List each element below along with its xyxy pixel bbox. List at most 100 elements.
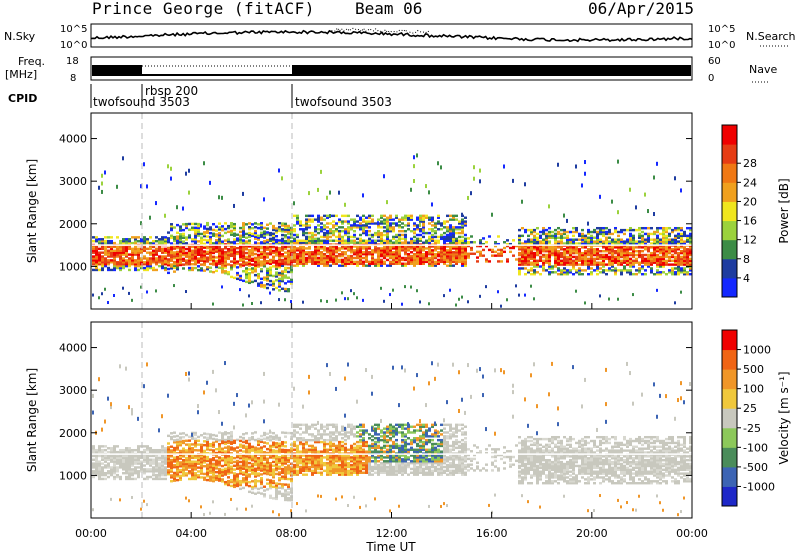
velocity-cell <box>143 470 146 473</box>
power-cell <box>542 242 545 245</box>
power-cell <box>194 238 197 241</box>
velocity-cell <box>311 456 314 459</box>
power-cell <box>224 260 227 263</box>
velocity-cell <box>212 449 215 452</box>
power-cell <box>584 240 587 243</box>
power-cell <box>449 233 452 237</box>
power-cell <box>254 226 257 229</box>
power-cell <box>137 262 140 266</box>
power-colorbar-segment <box>722 220 737 241</box>
power-cell <box>251 280 254 284</box>
power-cell <box>458 245 461 248</box>
velocity-cell <box>230 452 233 455</box>
power-cell <box>536 251 539 255</box>
power-cell <box>611 240 614 243</box>
power-cell <box>518 263 521 266</box>
velocity-cell <box>302 446 305 450</box>
power-cell <box>230 225 233 229</box>
power-cell <box>326 195 328 200</box>
power-cell <box>269 249 272 252</box>
power-cell <box>548 230 551 234</box>
power-cell <box>125 251 128 254</box>
velocity-cell <box>110 460 113 463</box>
power-cell <box>572 249 575 253</box>
velocity-cell <box>233 485 236 489</box>
power-cell <box>563 257 566 261</box>
power-cell <box>131 262 134 266</box>
power-cell <box>662 253 665 257</box>
velocity-cell <box>125 468 128 471</box>
power-cell <box>341 254 344 258</box>
velocity-cell <box>221 441 224 445</box>
velocity-cell <box>107 456 110 460</box>
power-cell <box>302 256 305 260</box>
power-cell <box>530 251 533 255</box>
power-cell <box>233 232 236 235</box>
power-cell <box>197 249 200 253</box>
power-cell <box>230 264 233 267</box>
velocity-cell <box>245 413 247 418</box>
velocity-cell <box>194 454 197 458</box>
power-cell <box>611 249 614 253</box>
velocity-cell <box>311 471 314 474</box>
velocity-cell <box>269 473 272 476</box>
velocity-cell <box>221 472 224 475</box>
velocity-cell <box>161 468 164 471</box>
power-cell <box>464 237 467 241</box>
power-cell <box>92 262 95 266</box>
power-cell <box>338 260 341 264</box>
power-cell <box>590 234 593 238</box>
power-cell <box>209 266 212 269</box>
power-cell <box>638 267 641 270</box>
power-cell <box>566 271 569 274</box>
power-cell <box>362 260 365 264</box>
power-cell <box>281 237 284 241</box>
velocity-cell <box>155 464 158 467</box>
power-cell <box>386 264 389 267</box>
velocity-cell <box>221 478 224 481</box>
power-cell <box>401 229 404 233</box>
velocity-cell <box>200 447 203 450</box>
power-cell <box>437 247 440 250</box>
power-cell <box>602 230 605 234</box>
power-cell <box>107 268 110 272</box>
power-cell <box>374 258 377 262</box>
power-cell <box>575 228 578 232</box>
power-cell <box>590 249 593 253</box>
power-cell <box>212 232 215 235</box>
power-cell <box>617 251 620 255</box>
power-cell <box>332 226 335 229</box>
velocity-cell <box>254 454 257 457</box>
power-cell <box>398 245 401 248</box>
power-cell <box>230 254 233 258</box>
power-cell <box>266 244 269 248</box>
power-cell <box>101 266 104 270</box>
velocity-cell <box>311 463 314 467</box>
power-ytick-label: 4000 <box>59 133 87 146</box>
power-cell <box>119 257 122 260</box>
power-cell <box>461 258 464 262</box>
power-cell <box>227 251 230 255</box>
velocity-cell <box>278 461 281 465</box>
power-cell <box>554 238 557 241</box>
power-cell <box>197 247 200 251</box>
velocity-cell <box>272 470 275 473</box>
power-cell <box>161 264 164 268</box>
velocity-cell <box>191 464 194 467</box>
power-cell <box>239 255 242 259</box>
power-cell <box>428 260 431 264</box>
power-cell <box>326 229 329 233</box>
velocity-cell <box>206 452 209 455</box>
power-cell <box>461 245 464 248</box>
velocity-cell <box>305 440 308 444</box>
velocity-cell <box>224 457 227 461</box>
power-cell <box>557 257 560 261</box>
power-cell <box>605 249 608 253</box>
velocity-cell <box>92 470 95 473</box>
power-cell <box>365 249 368 252</box>
power-cell <box>533 263 536 266</box>
velocity-cell <box>287 460 290 464</box>
power-cell <box>689 251 692 255</box>
power-cell <box>263 245 266 249</box>
power-colorbar-segment <box>722 144 737 164</box>
